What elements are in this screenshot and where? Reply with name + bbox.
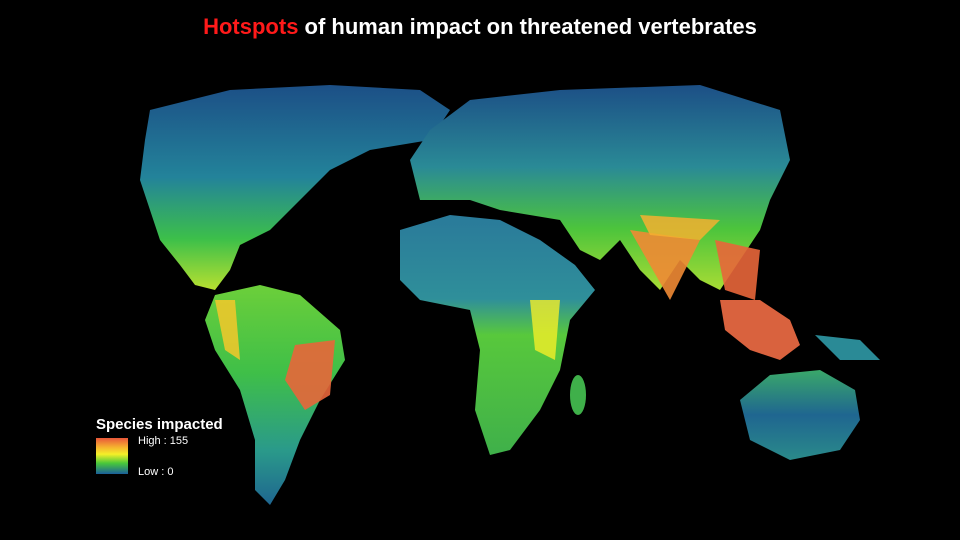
new-guinea [815, 335, 880, 360]
title-rest: of human impact on threatened vertebrate… [298, 14, 757, 39]
hotspots [215, 215, 760, 410]
andes-hotspot [215, 300, 240, 360]
legend-low-label: Low : 0 [138, 466, 174, 478]
legend-color-ramp [96, 438, 128, 474]
indochina-hotspot [715, 240, 760, 300]
legend-high-label: High : 155 [138, 435, 189, 447]
australia [740, 370, 860, 460]
legend: Species impacted High : 155 Low : 0 [96, 416, 223, 478]
brazil-hotspot [285, 340, 335, 410]
legend-title: Species impacted [96, 416, 223, 433]
continents [140, 85, 880, 505]
north-america [140, 85, 450, 290]
east-africa-hotspot [530, 300, 560, 360]
south-america [205, 285, 345, 505]
title-highlight: Hotspots [203, 14, 299, 39]
madagascar [570, 375, 586, 415]
africa [400, 215, 595, 455]
title: Hotspots of human impact on threatened v… [0, 14, 960, 40]
india-hotspot [630, 230, 700, 300]
himalaya-hotspot [640, 215, 720, 240]
southeast-asia-islands [720, 300, 800, 360]
